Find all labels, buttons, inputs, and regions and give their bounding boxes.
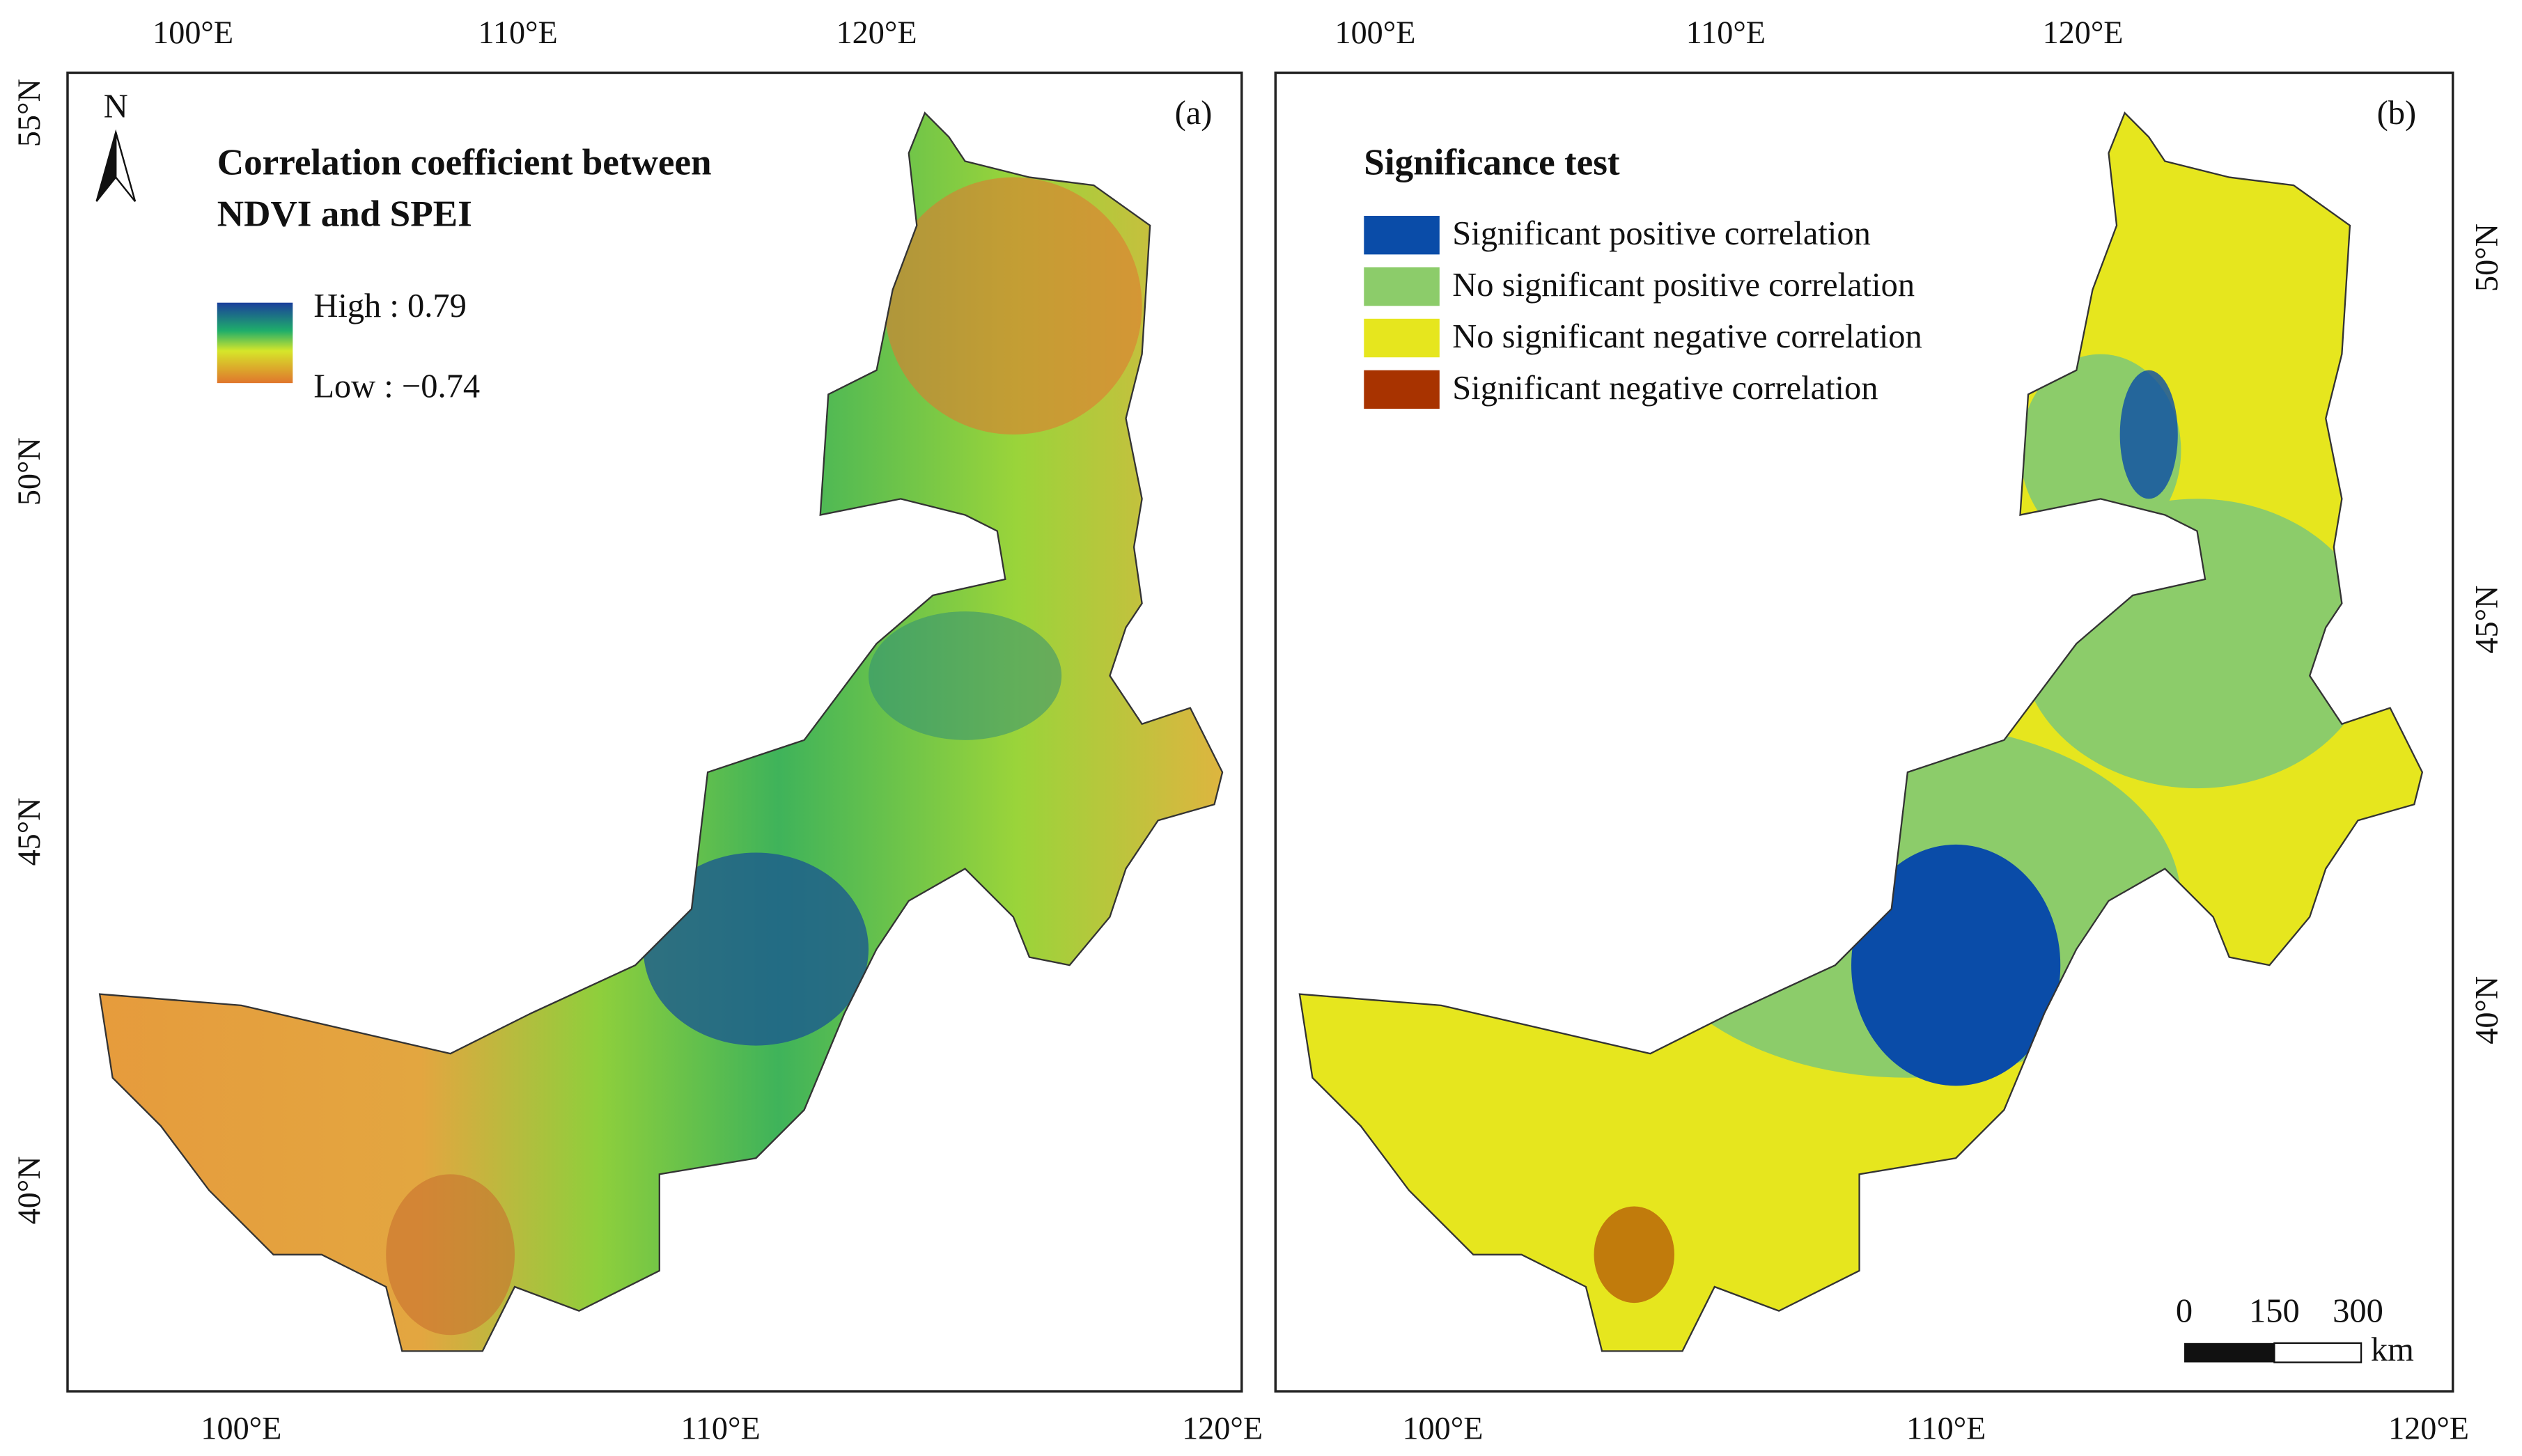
north-label: N	[104, 88, 128, 125]
x-tick-label: 110°E	[1906, 1410, 1986, 1446]
legend-item: Significant negative correlation	[1452, 370, 1878, 407]
y-tick-label: 45°N	[11, 797, 47, 866]
x-tick-label: 100°E	[153, 15, 233, 50]
x-tick-label: 110°E	[478, 15, 557, 50]
x-tick-label: 120°E	[2043, 15, 2124, 50]
panel-frame	[66, 71, 1243, 1393]
legend-item: No significant negative correlation	[1452, 318, 1922, 355]
y-tick-label: 40°N	[2468, 976, 2504, 1044]
legend-title: Correlation coefficient between	[217, 143, 712, 183]
scale-unit: km	[2371, 1331, 2414, 1368]
x-tick-label: 120°E	[2388, 1410, 2469, 1446]
y-tick-label: 50°N	[2468, 224, 2504, 292]
scale-label: 0	[2176, 1292, 2193, 1329]
x-tick-label: 110°E	[1686, 15, 1766, 50]
x-tick-label: 120°E	[836, 15, 917, 50]
x-tick-label: 120°E	[1182, 1410, 1263, 1446]
y-tick-label: 55°N	[11, 79, 47, 147]
legend-low: Low : −0.74	[313, 368, 480, 405]
legend-swatch	[1364, 318, 1440, 358]
panel-label: (b)	[2377, 95, 2417, 132]
scale-label: 300	[2333, 1292, 2383, 1329]
scale-bar	[2184, 1343, 2275, 1363]
x-tick-label: 110°E	[680, 1410, 760, 1446]
x-tick-label: 100°E	[1334, 15, 1415, 50]
legend-swatch	[1364, 267, 1440, 306]
panel-label: (a)	[1175, 95, 1213, 132]
legend-item: Significant positive correlation	[1452, 215, 1871, 252]
legend-swatch	[1364, 215, 1440, 255]
y-tick-label: 40°N	[11, 1156, 47, 1224]
map-b	[1298, 112, 2423, 1352]
legend-title: NDVI and SPEI	[217, 194, 472, 234]
panel-frame	[1274, 71, 2454, 1393]
x-tick-label: 100°E	[1402, 1410, 1483, 1446]
legend-title: Significance test	[1364, 143, 1620, 183]
legend-high: High : 0.79	[313, 288, 467, 324]
y-tick-label: 50°N	[11, 437, 47, 506]
legend-item: No significant positive correlation	[1452, 267, 1915, 304]
scale-bar	[2273, 1342, 2363, 1363]
scale-label: 150	[2249, 1292, 2300, 1329]
color-bar	[217, 302, 293, 384]
y-tick-label: 45°N	[2468, 586, 2504, 654]
legend-swatch	[1364, 370, 1440, 409]
x-tick-label: 100°E	[201, 1410, 281, 1446]
